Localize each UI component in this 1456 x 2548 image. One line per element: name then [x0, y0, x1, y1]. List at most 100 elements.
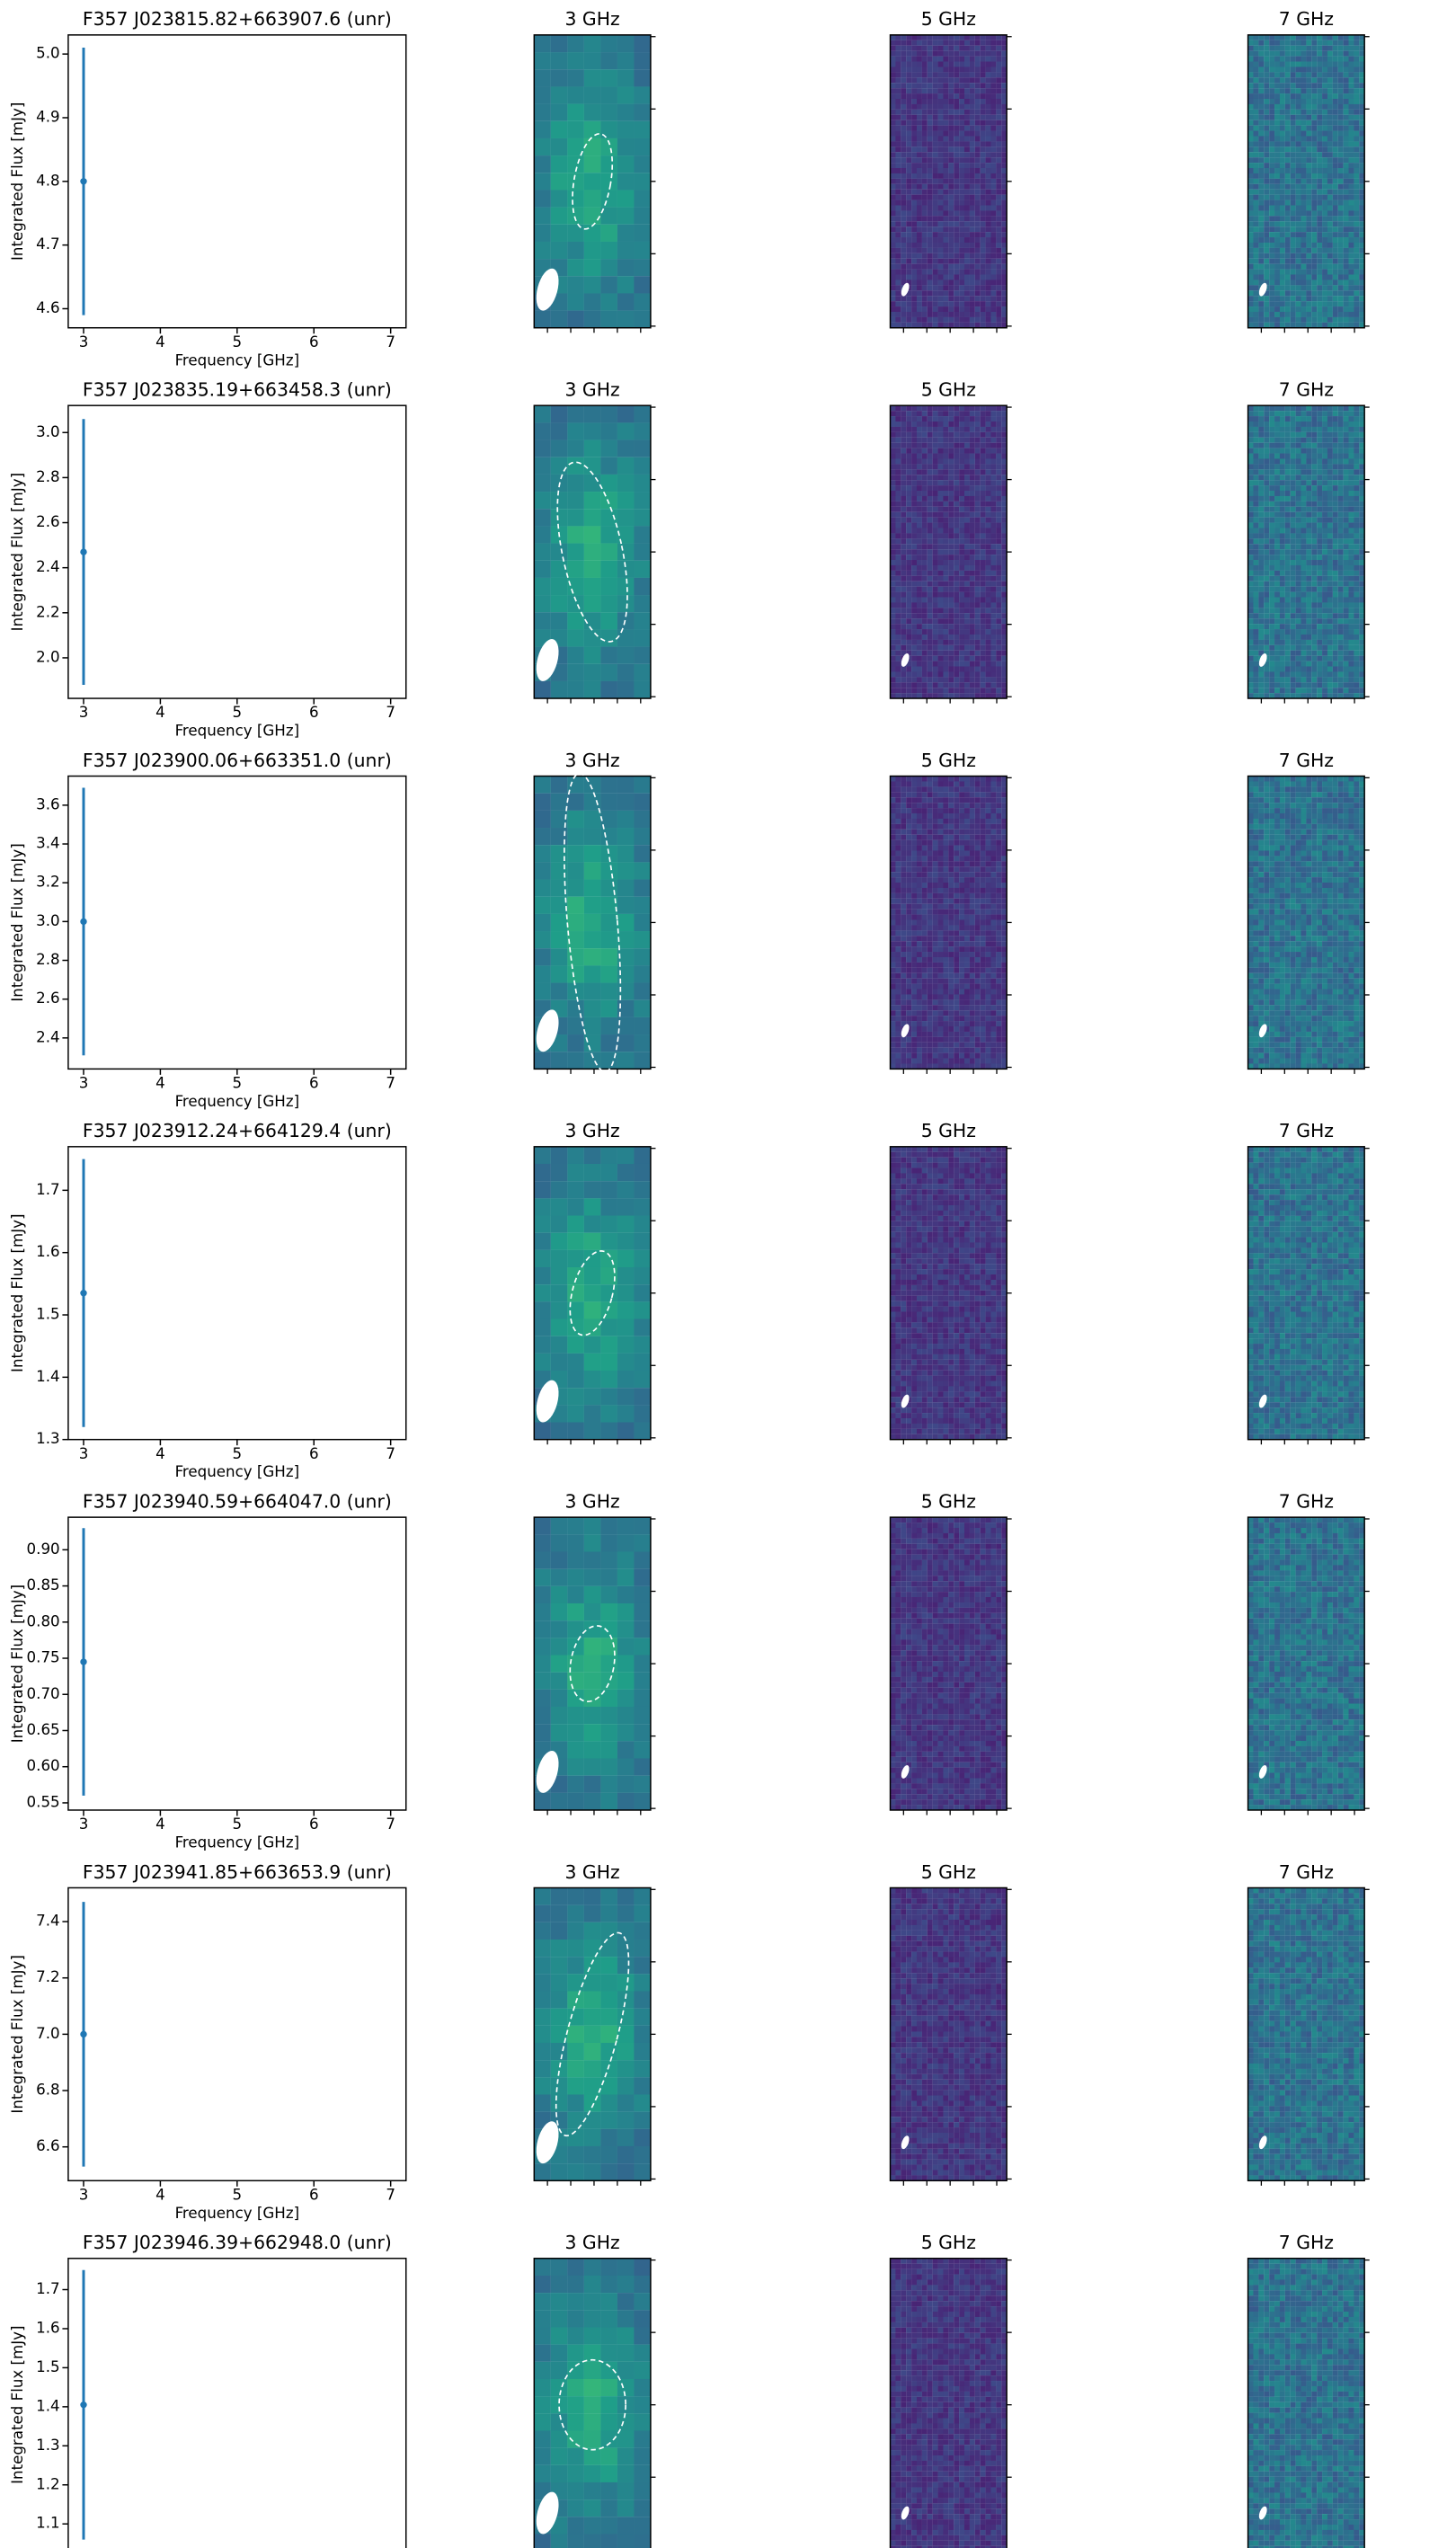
image-pixel — [1359, 173, 1365, 179]
image-pixel — [911, 205, 918, 211]
image-pixel — [937, 34, 944, 40]
image-pixel — [1258, 426, 1265, 432]
image-pixel — [963, 189, 970, 195]
image-pixel — [974, 469, 981, 475]
image-pixel — [1295, 178, 1301, 184]
image-pixel — [1279, 40, 1285, 46]
image-pixel — [974, 120, 981, 126]
image-pixel — [1317, 442, 1323, 448]
image-pixel — [921, 125, 928, 131]
image-pixel — [901, 125, 907, 131]
image-pixel — [937, 226, 944, 233]
image-pixel — [1258, 311, 1265, 317]
image-pixel — [895, 183, 901, 190]
image-pixel — [1264, 274, 1270, 280]
image-pixel — [1317, 40, 1323, 46]
image-pixel — [1274, 613, 1281, 619]
image-pixel — [901, 83, 907, 89]
image-pixel — [1306, 501, 1312, 507]
image-pixel — [1359, 431, 1365, 438]
image-pixel — [916, 655, 922, 661]
image-pixel — [1311, 237, 1318, 244]
image-pixel — [567, 207, 584, 225]
image-pixel — [911, 67, 918, 73]
image-pixel — [974, 237, 981, 244]
image-pixel — [1322, 194, 1328, 200]
image-pixel — [1279, 533, 1285, 539]
image-pixel — [901, 469, 907, 475]
image-pixel — [1253, 560, 1259, 566]
image-pixel — [1354, 586, 1360, 592]
image-pixel — [1322, 280, 1328, 286]
image-pixel — [1001, 411, 1008, 417]
image-pixel — [963, 618, 970, 625]
image-pixel — [1332, 586, 1338, 592]
image-pixel — [943, 311, 949, 317]
image-pixel — [937, 189, 944, 195]
image-pixel — [1258, 618, 1265, 625]
image-pixel — [1343, 597, 1349, 603]
image-pixel — [901, 597, 907, 603]
image-pixel — [980, 671, 986, 678]
image-pixel — [1359, 247, 1365, 253]
image-pixel — [1354, 269, 1360, 275]
image-pixel — [932, 34, 938, 40]
image-pixel — [600, 405, 617, 423]
image-pixel — [1258, 296, 1265, 302]
image-pixel — [895, 511, 901, 518]
image-pixel — [996, 221, 1002, 227]
image-pixel — [1264, 34, 1270, 40]
image-pixel — [1279, 114, 1285, 120]
image-pixel — [1290, 221, 1296, 227]
image-pixel — [1274, 549, 1281, 555]
image-pixel — [927, 437, 933, 443]
image-pixel — [906, 570, 912, 576]
image-pixel — [985, 301, 991, 307]
image-pixel — [1269, 183, 1275, 190]
image-pixel — [1332, 405, 1338, 412]
image-pixel — [1311, 253, 1318, 259]
image-pixel — [890, 448, 896, 454]
image-pixel — [1306, 167, 1312, 174]
image-pixel — [974, 693, 981, 699]
image-pixel — [901, 322, 907, 328]
image-pixel — [1295, 411, 1301, 417]
image-pixel — [985, 533, 991, 539]
image-pixel — [1348, 602, 1354, 608]
image-pixel — [1354, 538, 1360, 545]
image-pixel — [1348, 480, 1354, 486]
image-pixel — [1301, 232, 1307, 238]
image-pixel — [1354, 200, 1360, 206]
image-pixel — [634, 543, 652, 561]
image-pixel — [1279, 469, 1285, 475]
image-pixel — [1306, 247, 1312, 253]
image-pixel — [906, 50, 912, 57]
image-pixel — [1295, 221, 1301, 227]
image-pixel — [990, 221, 997, 227]
image-pixel — [990, 480, 997, 486]
image-pixel — [963, 258, 970, 264]
image-pixel — [932, 242, 938, 248]
image-pixel — [890, 152, 896, 158]
image-pixel — [937, 464, 944, 470]
image-pixel — [1359, 624, 1365, 630]
image-pixel — [906, 544, 912, 550]
image-pixel — [1264, 495, 1270, 502]
image-pixel — [1322, 322, 1328, 328]
image-pixel — [1258, 56, 1265, 62]
image-pixel — [916, 618, 922, 625]
image-pixel — [1354, 157, 1360, 164]
image-pixel — [959, 163, 965, 169]
image-pixel — [1311, 581, 1318, 587]
image-pixel — [1332, 242, 1338, 248]
image-pixel — [1001, 316, 1008, 323]
image-pixel — [600, 276, 617, 294]
image-pixel — [954, 136, 960, 142]
image-pixel — [1359, 495, 1365, 502]
image-pixel — [1327, 141, 1333, 147]
image-pixel — [1284, 426, 1291, 432]
image-pixel — [1301, 602, 1307, 608]
image-pixel — [1301, 210, 1307, 217]
image-pixel — [916, 311, 922, 317]
image-pixel — [1354, 311, 1360, 317]
